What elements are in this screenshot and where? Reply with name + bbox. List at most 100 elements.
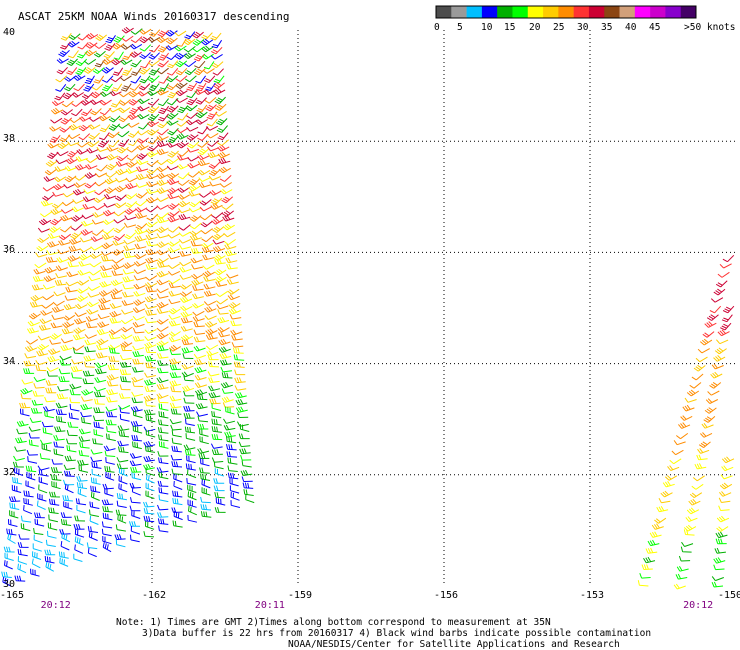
- wind-barb: [71, 215, 84, 222]
- wind-barb: [136, 159, 149, 166]
- wind-barb: [73, 74, 86, 81]
- wind-barb: [230, 320, 242, 327]
- wind-barb: [83, 83, 95, 92]
- wind-barb: [220, 366, 233, 373]
- wind-barb: [143, 531, 155, 538]
- wind-barb: [139, 36, 152, 44]
- wind-barb: [67, 150, 79, 158]
- wind-barb: [157, 450, 169, 457]
- wind-barb: [20, 387, 33, 395]
- wind-barb: [106, 153, 119, 161]
- wind-barb: [144, 303, 157, 310]
- wind-barb: [111, 83, 123, 92]
- wind-barb: [99, 132, 110, 141]
- wind-barb: [68, 33, 81, 41]
- wind-barb: [221, 196, 234, 204]
- wind-barb: [158, 403, 169, 411]
- wind-barb: [158, 441, 169, 449]
- wind-barb: [212, 233, 225, 241]
- wind-barb: [131, 510, 141, 519]
- wind-barb: [57, 249, 70, 255]
- wind-barb: [53, 448, 64, 457]
- wind-barb: [67, 421, 79, 428]
- wind-barb: [699, 338, 713, 346]
- wind-barb: [157, 518, 169, 525]
- wind-barb: [201, 487, 211, 496]
- wind-barb: [24, 345, 38, 352]
- wind-barb: [93, 75, 105, 84]
- wind-barb: [183, 46, 196, 53]
- wind-barb: [168, 314, 181, 320]
- wind-barb: [46, 367, 59, 372]
- wind-barb: [169, 419, 182, 425]
- wind-barb: [78, 450, 90, 457]
- wind-barb: [199, 206, 212, 212]
- wind-barb: [86, 542, 98, 550]
- wind-barb: [68, 50, 79, 59]
- wind-barb: [718, 497, 731, 503]
- wind-barb: [190, 247, 203, 254]
- wind-barb: [696, 454, 708, 461]
- wind-barb: [165, 29, 178, 37]
- wind-barb: [66, 445, 77, 453]
- wind-barb: [227, 288, 240, 295]
- wind-barb: [48, 226, 61, 233]
- legend-swatch: [680, 6, 697, 18]
- wind-barb: [232, 347, 244, 354]
- wind-barb: [59, 125, 72, 133]
- wind-barb: [99, 124, 111, 133]
- wind-barb: [675, 573, 688, 580]
- wind-barb: [168, 358, 182, 365]
- wind-barb: [167, 210, 180, 218]
- wind-barb: [179, 283, 192, 290]
- wind-barb: [177, 163, 190, 170]
- legend-swatch: [543, 6, 559, 18]
- wind-barb: [181, 371, 194, 378]
- wind-barb: [102, 483, 114, 490]
- wind-barb: [62, 495, 73, 502]
- wind-barb: [120, 326, 133, 333]
- wind-barb: [41, 443, 52, 452]
- wind-barb: [212, 245, 226, 253]
- wind-barb: [92, 204, 106, 211]
- wind-barb: [226, 278, 239, 285]
- wind-barb: [156, 301, 169, 309]
- wind-barb: [102, 506, 113, 513]
- wind-barb: [33, 383, 45, 389]
- wind-barb: [213, 485, 225, 492]
- wind-barb: [156, 279, 169, 286]
- wind-barb: [68, 245, 81, 252]
- wind-barb: [139, 75, 151, 84]
- wind-barb: [127, 113, 140, 120]
- wind-barb: [55, 265, 68, 272]
- wind-barb: [98, 297, 111, 304]
- wind-barb: [106, 145, 119, 152]
- wind-barb: [209, 398, 221, 405]
- wind-barb: [721, 314, 733, 323]
- wind-barb: [110, 99, 122, 108]
- wind-barb: [77, 459, 89, 466]
- wind-barb: [171, 461, 183, 468]
- wind-barb: [35, 360, 48, 366]
- wind-barb: [26, 471, 36, 481]
- wind-barb: [85, 316, 98, 322]
- wind-barb: [64, 83, 76, 92]
- wind-barb: [156, 140, 169, 148]
- wind-barb: [146, 173, 159, 180]
- wind-barb: [221, 372, 233, 379]
- wind-barb: [122, 283, 134, 290]
- wind-barb: [117, 440, 129, 447]
- legend-swatch: [588, 6, 605, 18]
- wind-barb: [214, 103, 227, 111]
- wind-barb: [61, 200, 75, 207]
- wind-barb: [721, 465, 734, 472]
- wind-barb: [97, 321, 110, 328]
- wind-barb: [168, 344, 181, 352]
- wind-barb: [686, 507, 700, 515]
- wind-barb: [121, 300, 134, 306]
- wind-barb: [212, 68, 224, 76]
- wind-barb: [185, 418, 195, 426]
- wind-barb: [83, 58, 97, 65]
- wind-barb: [195, 97, 207, 105]
- wind-barb: [68, 123, 81, 131]
